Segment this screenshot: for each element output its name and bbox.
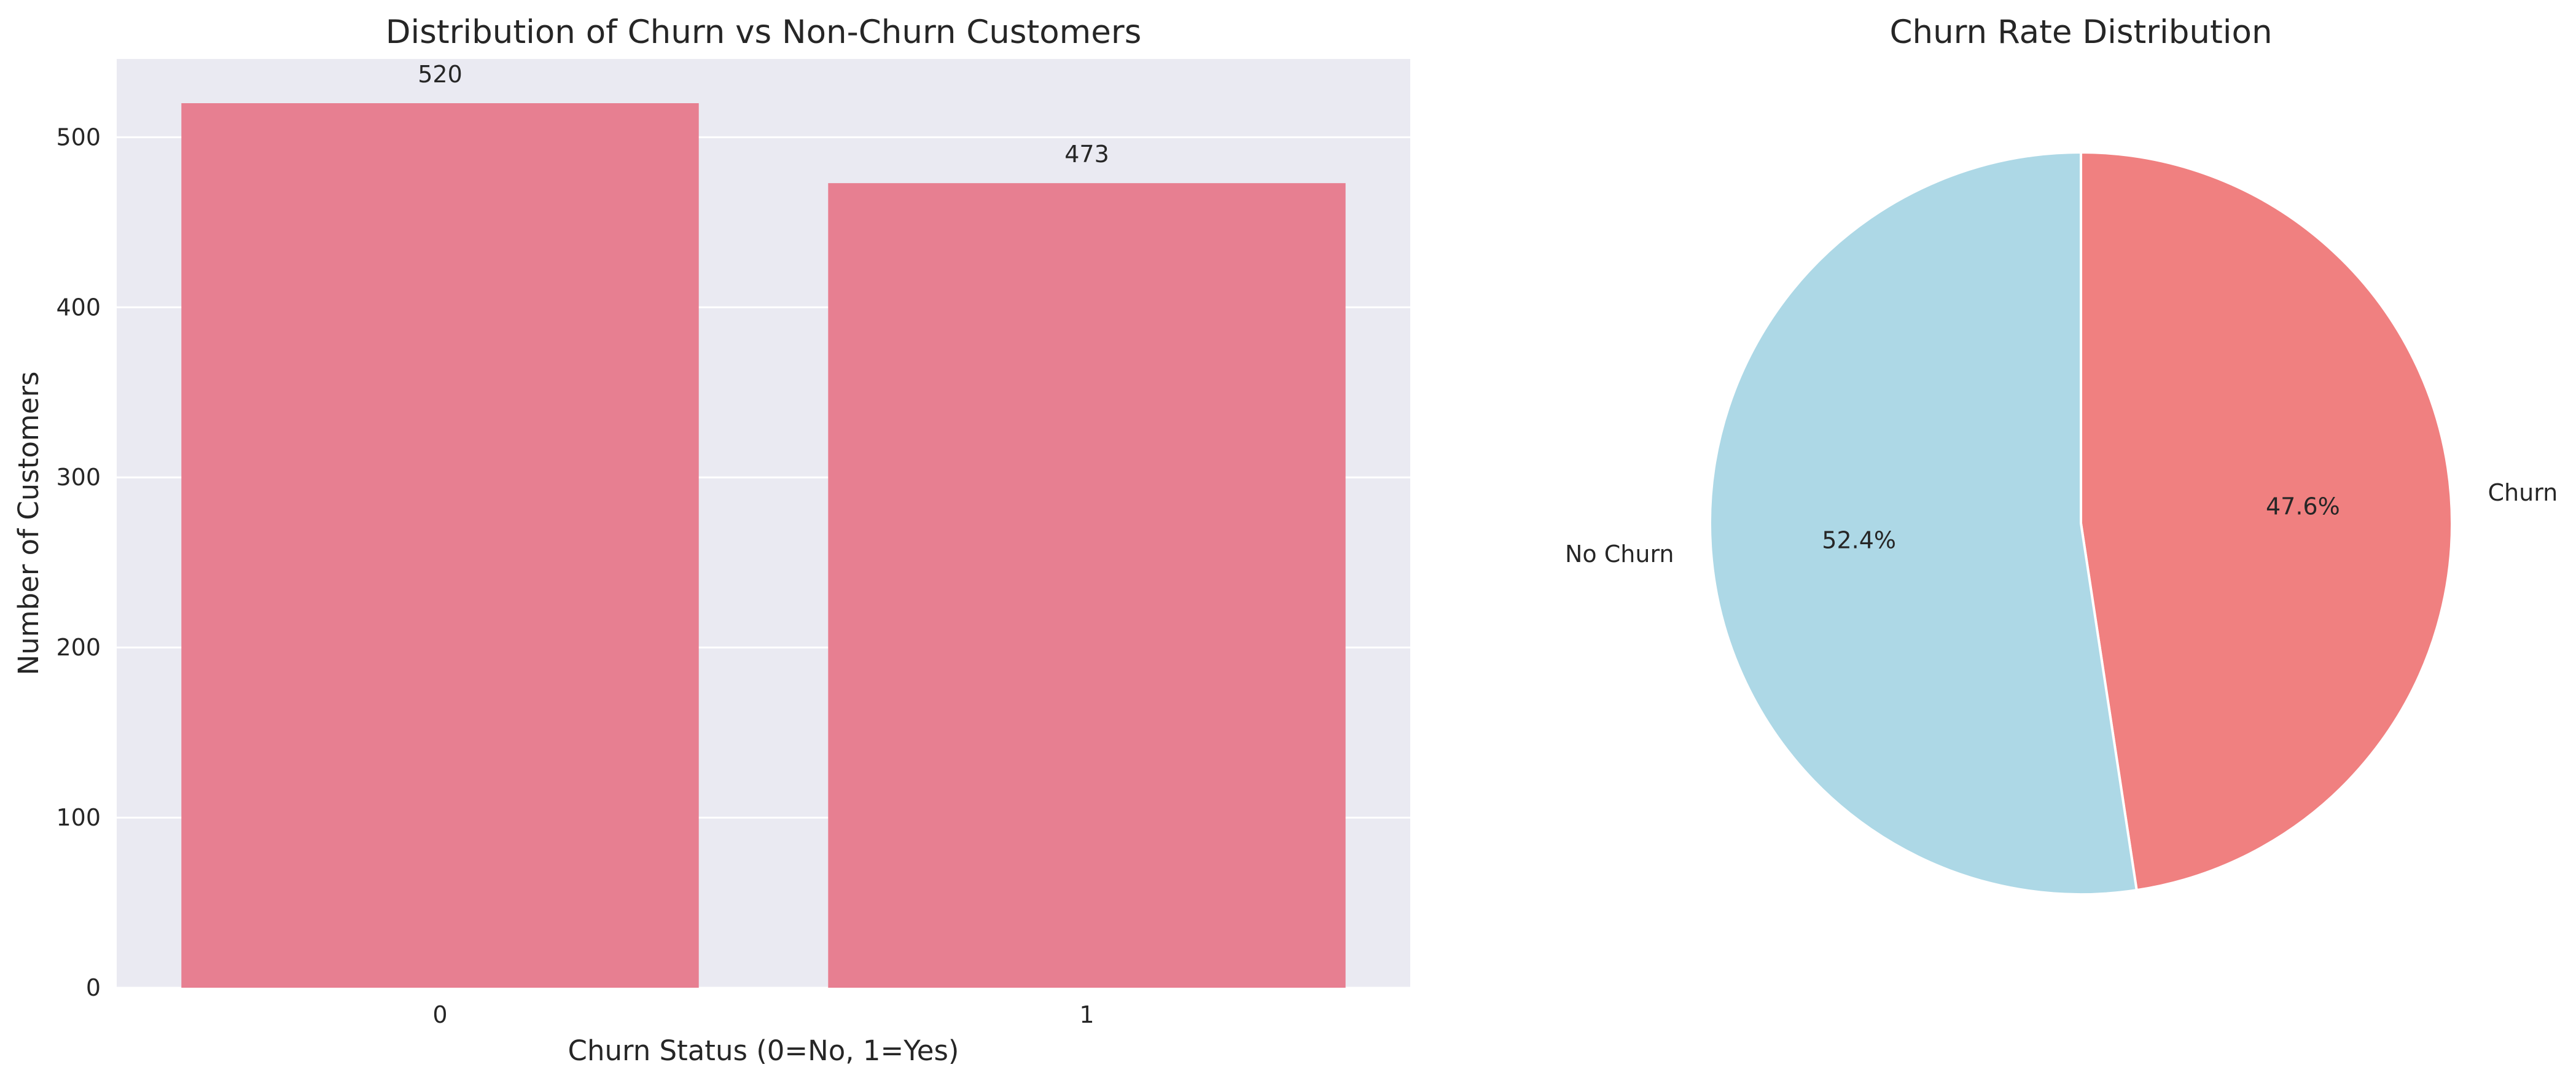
pie-category-label: Churn bbox=[2488, 479, 2558, 506]
pie-chart: Churn Rate Distribution 47.6% Churn 52.4% N… bbox=[1565, 14, 2558, 896]
pie-percent-label: 47.6% bbox=[2266, 493, 2340, 520]
bar-data-labels: 520 473 bbox=[418, 61, 1109, 168]
x-tick-label: 0 bbox=[432, 1001, 447, 1028]
bar-value-label: 520 bbox=[418, 61, 463, 88]
y-tick-label: 500 bbox=[56, 123, 101, 150]
y-tick-label: 100 bbox=[56, 804, 101, 831]
y-tick-labels: 0 100 200 300 400 500 bbox=[56, 123, 101, 1001]
y-tick-label: 300 bbox=[56, 464, 101, 491]
bar bbox=[181, 103, 699, 988]
x-tick-label: 1 bbox=[1079, 1001, 1094, 1028]
pie-slices bbox=[1709, 150, 2454, 896]
y-tick-label: 400 bbox=[56, 294, 101, 321]
y-axis-label: Number of Customers bbox=[12, 372, 45, 676]
x-axis-label: Churn Status (0=No, 1=Yes) bbox=[568, 1034, 959, 1067]
bar-value-label: 473 bbox=[1064, 141, 1109, 168]
pie-labels: 47.6% Churn 52.4% No Churn bbox=[1565, 479, 2558, 568]
bar bbox=[828, 183, 1346, 988]
pie-chart-title: Churn Rate Distribution bbox=[1889, 14, 2272, 51]
pie-category-label: No Churn bbox=[1565, 541, 1674, 568]
pie-slice bbox=[1709, 150, 2139, 896]
y-tick-label: 200 bbox=[56, 634, 101, 661]
bar-chart-title: Distribution of Churn vs Non-Churn Custo… bbox=[386, 14, 1142, 51]
pie-percent-label: 52.4% bbox=[1822, 526, 1896, 553]
pie-slice bbox=[2080, 150, 2454, 892]
y-tick-label: 0 bbox=[86, 974, 101, 1001]
bar-marks bbox=[181, 103, 1346, 988]
